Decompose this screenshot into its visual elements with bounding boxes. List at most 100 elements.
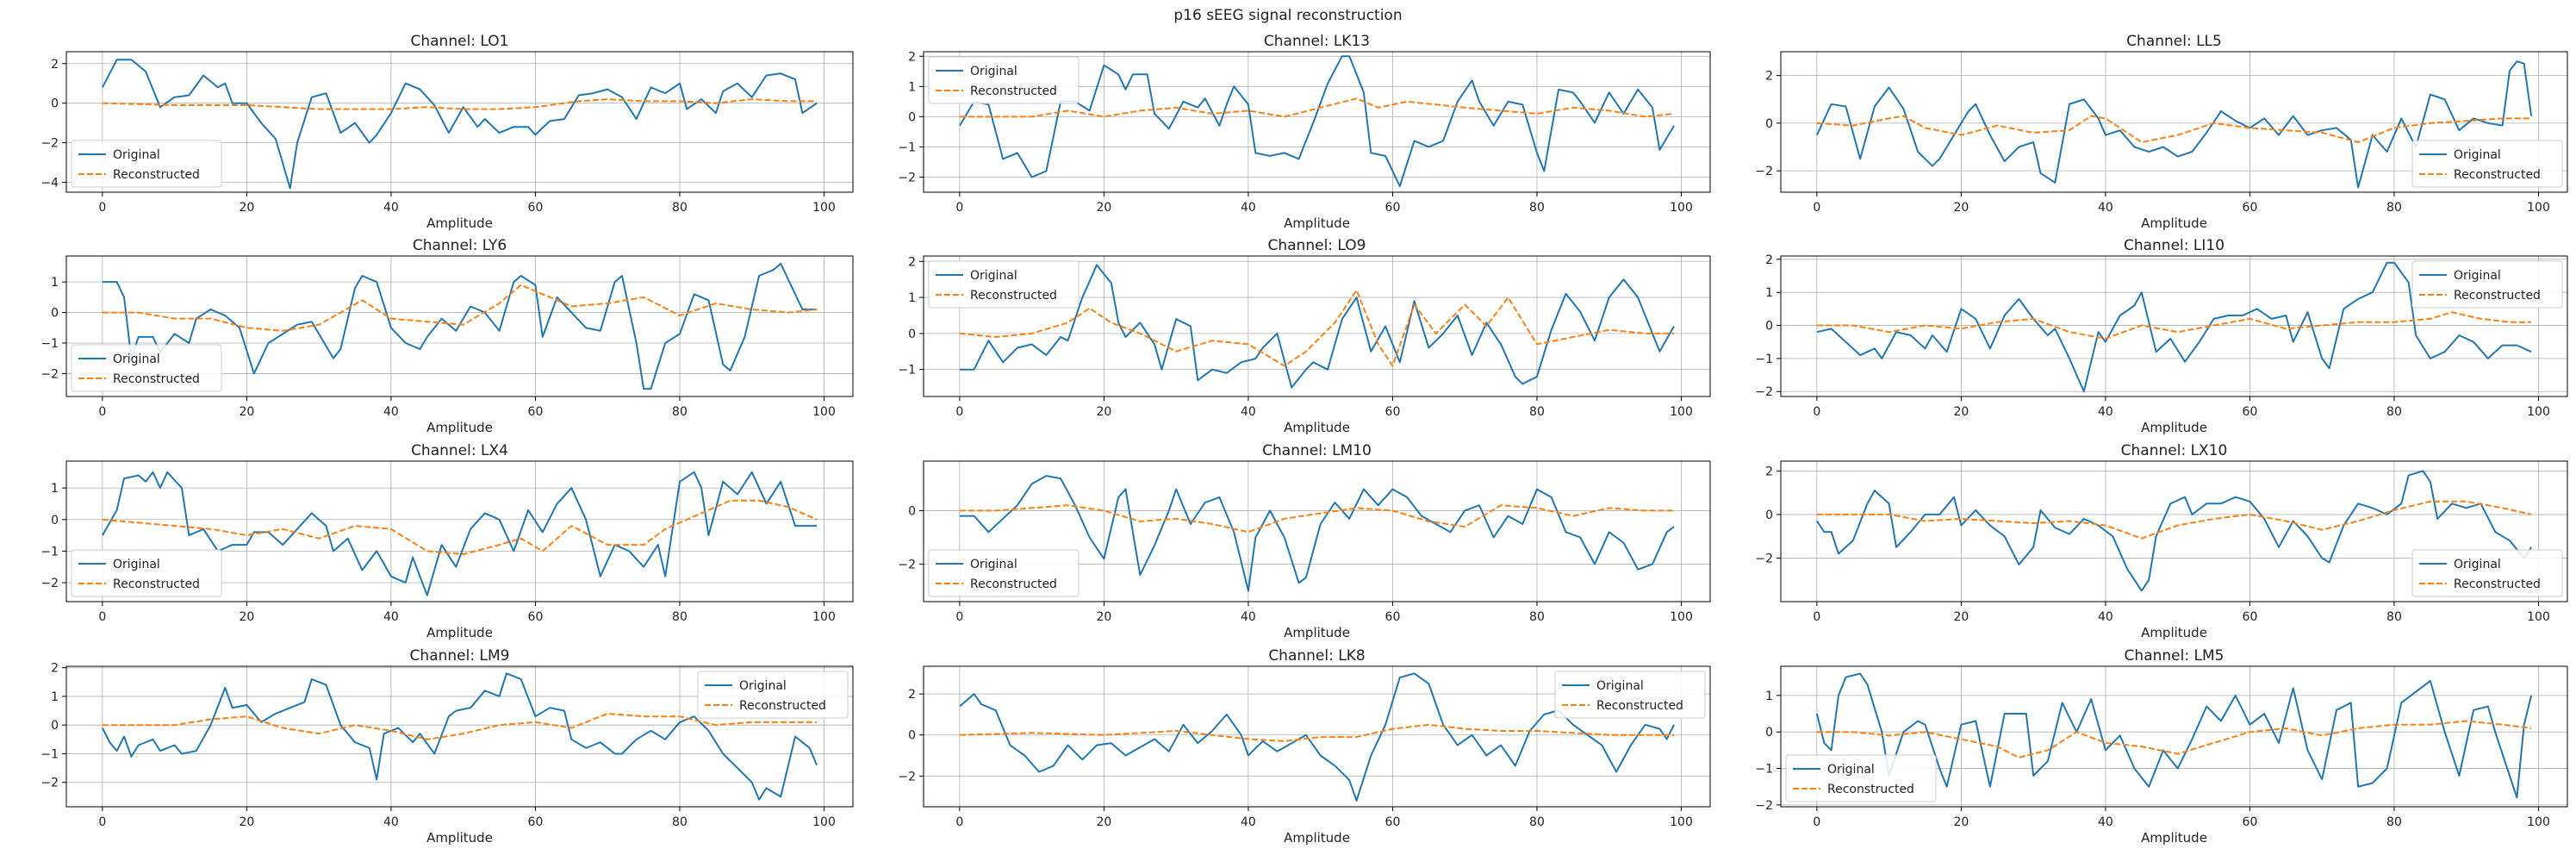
x-tick-label: 20 (1096, 201, 1111, 215)
y-tick-label: 0 (51, 514, 59, 528)
legend-box (71, 549, 222, 597)
x-tick-label: 0 (98, 610, 106, 624)
x-tick-label: 60 (528, 405, 544, 419)
axes-frame (923, 255, 1711, 397)
x-tick-label: 40 (383, 405, 399, 419)
series-reconstructed-line (102, 712, 818, 740)
axes-frame (65, 51, 854, 193)
x-tick-label: 80 (1529, 815, 1545, 829)
x-tick-label: 40 (2098, 610, 2113, 624)
y-tick-label: −1 (898, 364, 916, 378)
y-tick-label: 2 (1765, 253, 1773, 267)
legend-label: Original (970, 558, 1017, 571)
series-original-line (1816, 261, 2532, 393)
legend-label: Reconstructed (739, 699, 826, 713)
figure-title: p16 sEEG signal reconstruction (1173, 7, 1402, 24)
x-tick-label: 80 (2386, 815, 2402, 829)
axes-frame (65, 460, 854, 602)
legend-box (71, 344, 222, 392)
axes-frame (923, 460, 1711, 602)
x-axis-label: Amplitude (426, 625, 493, 640)
subplot-title: Channel: LL5 (2126, 33, 2222, 50)
x-tick-label: 20 (1953, 405, 1969, 419)
legend-label: Original (2454, 558, 2501, 571)
y-tick-label: −2 (40, 137, 59, 151)
legend-label: Original (113, 148, 160, 162)
subplot-channel-lm10: Channel: LM10 0 20 40 60 80 100 −2 0 Amplitude Ori… (898, 442, 1711, 640)
x-tick-label: 80 (672, 815, 688, 829)
legend: Original Reconstructed (2411, 260, 2563, 309)
legend-label: Original (970, 65, 1017, 78)
x-tick-label: 20 (1953, 815, 1969, 829)
x-tick-label: 60 (528, 815, 544, 829)
x-tick-label: 0 (955, 201, 963, 215)
series-reconstructed-line (1816, 500, 2532, 540)
subplot-channel-ll5: Channel: LL5 0 20 40 60 80 100 −2 0 2 Amplitude Ori… (1755, 33, 2568, 231)
y-tick-label: 2 (51, 662, 59, 676)
legend-box (1785, 754, 1937, 802)
y-tick-label: −2 (40, 777, 59, 790)
legend-box (2411, 549, 2563, 597)
x-tick-label: 80 (2386, 201, 2402, 215)
subplot-channel-lo9: Channel: LO9 0 20 40 60 80 100 −1 0 1 2 Amplitude Or… (898, 237, 1711, 435)
x-tick-label: 40 (2098, 405, 2113, 419)
x-tick-label: 60 (2243, 610, 2258, 624)
y-tick-label: 1 (51, 276, 59, 290)
x-tick-label: 20 (239, 815, 254, 829)
subplot-title: Channel: LX4 (411, 442, 508, 459)
y-tick-label: −2 (40, 367, 59, 381)
subplot-channel-lk8: Channel: LK8 0 20 40 60 80 100 −2 0 2 Amplitude Ori… (898, 647, 1711, 846)
y-tick-label: −1 (1755, 763, 1773, 777)
axes-frame (1780, 460, 2568, 602)
y-tick-label: 1 (51, 482, 59, 496)
x-tick-label: 80 (1529, 405, 1545, 419)
x-axis-label: Amplitude (426, 830, 493, 846)
x-tick-label: 100 (1670, 201, 1693, 215)
subplot-title: Channel: LO9 (1268, 237, 1366, 254)
legend: Original Reconstructed (2411, 140, 2563, 188)
x-tick-label: 40 (383, 201, 399, 215)
axes-frame (923, 51, 1711, 193)
y-tick-label: 0 (908, 504, 916, 518)
x-tick-label: 100 (812, 201, 836, 215)
y-tick-label: −2 (40, 577, 59, 590)
x-axis-label: Amplitude (426, 420, 493, 435)
subplot-title: Channel: LM5 (2125, 647, 2224, 665)
x-tick-label: 100 (2527, 815, 2550, 829)
y-tick-label: 0 (908, 110, 916, 124)
axes-frame (1780, 51, 2568, 193)
y-tick-label: 0 (908, 729, 916, 743)
x-axis-label: Amplitude (2141, 830, 2207, 846)
y-tick-label: 0 (1765, 320, 1773, 334)
x-tick-label: 80 (672, 610, 688, 624)
y-tick-label: 1 (51, 690, 59, 704)
x-tick-label: 40 (383, 815, 399, 829)
subplot-title: Channel: LX10 (2121, 442, 2228, 459)
x-tick-label: 20 (239, 405, 254, 419)
series-original-line (1815, 60, 2533, 189)
y-tick-label: 2 (1765, 70, 1773, 84)
legend-box (928, 260, 1080, 309)
x-tick-label: 0 (1813, 405, 1820, 419)
x-tick-label: 20 (1953, 201, 1969, 215)
legend-label: Original (1596, 679, 1644, 693)
series-reconstructed-line (102, 98, 818, 110)
y-tick-label: 0 (908, 328, 916, 341)
series-reconstructed-line (102, 284, 818, 332)
axes-frame (1780, 665, 2568, 808)
x-tick-label: 80 (1529, 610, 1545, 624)
subplot-channel-lk13: Channel: LK13 0 20 40 60 80 100 −2 −1 0 1 2 Amplitud… (898, 33, 1711, 231)
axes-frame (65, 255, 854, 397)
legend-box (2411, 140, 2563, 188)
legend-box (71, 140, 222, 188)
x-tick-label: 100 (1670, 405, 1693, 419)
x-axis-label: Amplitude (2141, 215, 2207, 231)
legend-box (1554, 671, 1706, 719)
x-tick-label: 100 (2527, 201, 2550, 215)
series-reconstructed-line (959, 289, 1675, 367)
y-tick-label: 1 (908, 80, 916, 94)
x-tick-label: 60 (1385, 815, 1401, 829)
y-tick-label: 0 (1765, 726, 1773, 740)
